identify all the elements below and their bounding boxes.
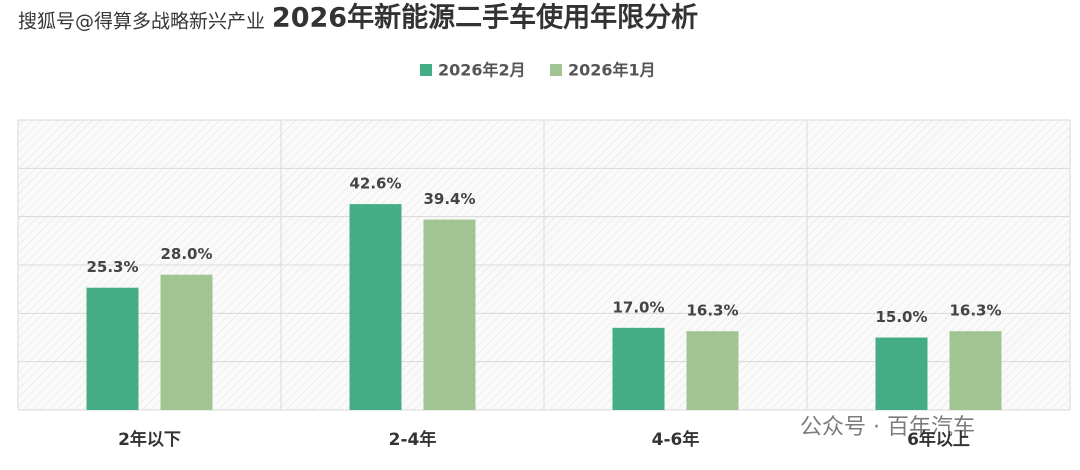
value-label: 25.3% [86, 258, 138, 276]
legend-swatch [550, 64, 562, 76]
legend-label: 2026年2月 [438, 61, 526, 80]
bar [612, 327, 665, 410]
x-tick-label: 2年以下 [118, 429, 181, 450]
legend-swatch [420, 64, 432, 76]
x-tick-label: 4-6年 [652, 429, 700, 450]
x-tick-label: 2-4年 [389, 429, 437, 450]
bar [423, 219, 476, 410]
bar [349, 204, 402, 410]
bar [160, 274, 213, 410]
watermark: 公众号 · 百年汽车 [800, 415, 975, 440]
value-label: 39.4% [423, 190, 475, 208]
chart-title: 2026年新能源二手车使用年限分析 [272, 2, 698, 34]
bar [686, 331, 739, 410]
value-label: 42.6% [349, 175, 401, 193]
value-label: 16.3% [949, 302, 1001, 320]
legend-label: 2026年1月 [568, 61, 656, 80]
value-label: 15.0% [875, 308, 927, 326]
watermark: 搜狐号@得算多战略新兴产业 [18, 11, 265, 33]
bar [875, 337, 928, 410]
value-label: 28.0% [160, 245, 212, 263]
x-tick-label: 6年以上 [907, 429, 970, 450]
bar [86, 287, 139, 410]
bar [949, 331, 1002, 410]
value-label: 17.0% [612, 298, 664, 316]
value-label: 16.3% [686, 302, 738, 320]
